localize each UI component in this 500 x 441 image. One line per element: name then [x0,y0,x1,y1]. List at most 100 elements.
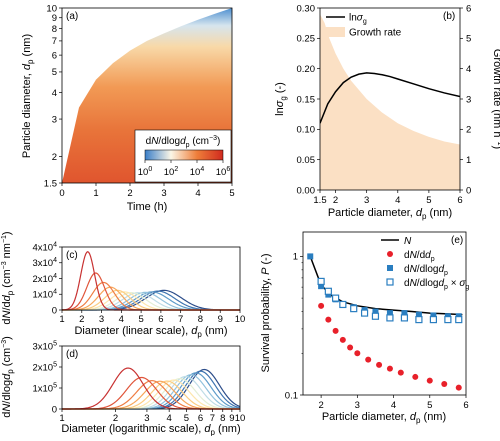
survival-dndlogdp-sigma-point [371,312,380,320]
panel-b-y2tick-label: 0 [466,185,471,196]
panel-a-xtick-label: 3 [161,188,166,199]
panel-d-xtick-label: 2 [113,413,118,424]
panel-b-xlabel: Particle diameter, dp (nm) [328,207,452,221]
panel-b-label: (b) [443,11,455,22]
panel-c-linear-distribution: (c) 1 2 3 4 5 6 7 8 9 10 0 1x104 2x104 3x104 4x104 Dia… [1,231,245,339]
panel-a-ytick-label: 4 [52,88,57,99]
panel-a-ytick-label: 1.5 [44,178,57,189]
panel-e-xtick-label: 4 [391,400,396,411]
survival-dndp-point [347,344,354,351]
colorbar-tick-label: 104 [190,166,205,178]
survival-dndp-point [455,384,462,391]
panel-c-xtick-label: 3 [99,314,104,325]
panel-b-ytick-label: 0.10 [297,125,316,136]
survival-dndp-point [318,302,325,309]
panel-a-xtick-label: 4 [195,188,200,199]
panel-a-xtick-label: 2 [127,188,132,199]
survival-dndlogdp-point [430,312,437,319]
colorbar-tick-label: 106 [216,166,231,178]
panel-c-xtick-label: 4 [119,314,124,325]
panel-a-ytick-label: 8 [52,24,57,35]
panel-a-xtick-label: 0 [59,188,64,199]
panel-b-ytick-label: 0.15 [297,94,316,105]
panel-c-xtick-label: 10 [235,314,246,325]
panel-a-ytick-label: 7 [52,36,57,47]
survival-dndlogdp-point [415,311,422,318]
panel-b-xtick-label: 5 [426,195,431,206]
legend-dndlogdp-sigma-label: dN/dlogdp × σg [404,278,469,291]
panel-b-y2tick-label: 4 [466,64,471,75]
panel-d-xtick-label: 6 [198,413,203,424]
legend-dndlogdp-marker [387,265,393,271]
panel-c-xtick-label: 2 [79,314,84,325]
panel-c-ytick-label: 3x104 [32,257,57,269]
survival-dndlogdp-sigma-point [386,314,394,322]
survival-dndlogdp-sigma-point [429,315,437,324]
panel-e-ytick-label: 1 [293,252,298,263]
panel-b-xtick-label: 2 [333,195,338,206]
panel-c-frame [61,246,241,311]
survival-dndp-point [339,336,346,343]
panel-a-ytick-label: 6 [52,50,57,61]
survival-dndp-point [412,373,419,380]
panel-d-ytick-label: 0 [52,404,57,415]
panel-a-ylabel: Particle diameter, dp (nm) [21,34,35,158]
survival-dndlogdp-sigma-point [350,305,358,313]
panel-c-label: (c) [66,250,78,261]
survival-dndp-point [365,356,372,363]
panel-a-xlabel: Time (h) [127,201,168,213]
legend-dndlogdp-sigma-marker [386,278,394,286]
panel-e-ytick-label: 0.1 [285,390,298,401]
panel-c-xtick-label: 1 [59,314,64,325]
survival-dndlogdp-point [318,283,325,290]
panel-a-ytick-label: 10 [46,3,57,14]
panel-b-ytick-label: 0.30 [297,3,316,14]
panel-d-xtick-label: 8 [220,413,225,424]
panel-c-curve [61,251,240,311]
panel-d-xtick-label: 10 [235,413,246,424]
growth-rate-area [320,14,460,190]
legend-dndp-label: dN/ddp [404,250,435,263]
panel-b-y2tick-label: 6 [466,3,471,14]
panel-b-ytick-label: 0.00 [297,185,316,196]
legend-growth-swatch [326,27,345,37]
panel-b-ytick-label: 0.25 [297,34,316,45]
survival-dndlogdp-sigma-point [400,314,409,322]
survival-dndp-point [376,361,383,368]
panel-d-xtick-label: 3 [144,413,149,424]
survival-dndp-point [397,369,404,376]
panel-c-xtick-label: 9 [218,314,223,325]
panel-a-ytick-label: 5 [52,67,57,78]
survival-dndlogdp-sigma-point [444,315,452,324]
panel-e-xtick-label: 2 [318,400,323,411]
panel-b-y2tick-label: 3 [466,94,471,105]
panel-c-ytick-label: 2x104 [32,273,57,285]
panel-b-y2label: Growth rate (nm h−1) [491,49,500,149]
panel-e-ylabel: Survival probability, P (-) [260,253,272,372]
survival-dndlogdp-sigma-point [415,315,423,324]
colorbar-scale [144,149,224,161]
panel-a-ytick-label: 2 [52,152,57,163]
panel-d-xtick-label: 5 [184,413,189,424]
survival-dndlogdp-point [386,310,393,317]
panel-e-label: (e) [451,235,463,246]
panel-b-y2tick-label: 2 [466,125,471,136]
survival-dndp-point [426,377,433,384]
panel-b-ytick-label: 0.20 [297,64,316,75]
panel-a-xtick-label: 5 [229,188,234,199]
survival-dndlogdp-sigma-point [317,277,325,286]
panel-b-ylabel: lnσg (-) [274,82,288,116]
panel-b-xtick-label: 6 [457,195,462,206]
survival-dndlogdp-sigma-point [455,315,463,324]
panel-a-frame [61,7,233,184]
panel-c-xtick-label: 5 [138,314,143,325]
survival-dndlogdp-point [401,310,408,317]
survival-dndp-point [325,316,332,323]
panel-d-xtick-label: 1 [59,413,64,424]
panel-e-survival: (e) 2 3 4 5 6 0.1 1 N dN/ddp dN/dlogdp dN/dlog… [260,231,469,425]
panel-c-xtick-label: 6 [158,314,163,325]
panel-a-label: (a) [66,11,78,22]
panel-b-xtick-label: 1.5 [313,195,326,206]
